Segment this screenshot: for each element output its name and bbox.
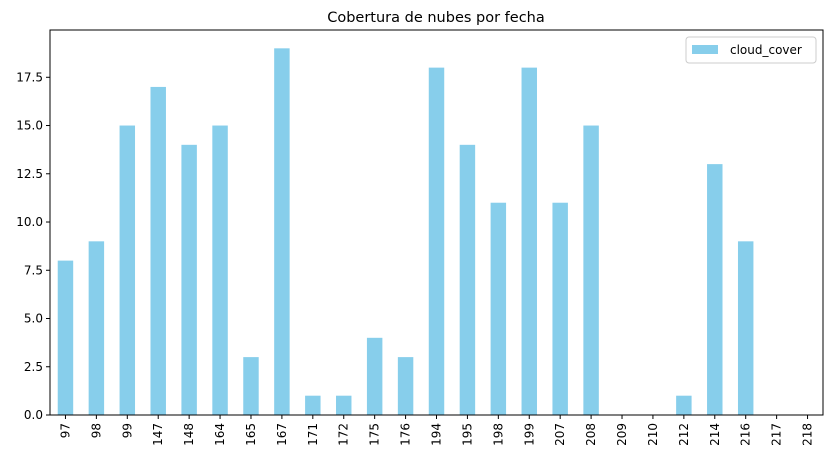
- x-tick-label: 171: [306, 423, 320, 446]
- bar-171: [305, 395, 321, 415]
- y-tick-label: 10.0: [16, 215, 43, 229]
- bar-199: [521, 67, 537, 415]
- x-tick-label: 214: [708, 423, 722, 446]
- bar-194: [428, 67, 445, 415]
- x-tick-label: 212: [677, 423, 691, 446]
- bar-97: [57, 260, 74, 415]
- bar-198: [490, 202, 507, 415]
- x-tick-label: 97: [58, 423, 72, 438]
- y-tick-label: 17.5: [16, 70, 43, 84]
- x-tick-label: 217: [770, 423, 784, 446]
- x-tick-label: 198: [491, 423, 505, 446]
- x-tick-label: 209: [615, 423, 629, 446]
- x-tick-label: 216: [739, 423, 753, 446]
- y-tick-label: 5.0: [24, 312, 43, 326]
- bar-176: [397, 357, 414, 415]
- x-tick-label: 99: [120, 423, 134, 438]
- bar-175: [366, 337, 383, 415]
- bar-99: [119, 125, 136, 415]
- x-tick-label: 147: [151, 423, 165, 446]
- bar-172: [336, 395, 352, 415]
- y-tick-label: 7.5: [24, 263, 43, 277]
- bar-147: [150, 86, 166, 416]
- x-tick-label: 172: [337, 423, 351, 446]
- y-tick-label: 0.0: [24, 408, 43, 422]
- bar-212: [676, 395, 692, 415]
- x-tick-label: 194: [430, 423, 444, 446]
- x-tick-label: 199: [522, 423, 536, 446]
- x-tick-label: 207: [553, 423, 567, 446]
- x-tick-label: 176: [399, 423, 413, 446]
- x-tick-label: 167: [275, 423, 289, 446]
- bars-group: [57, 48, 754, 416]
- x-tick-label: 148: [182, 423, 196, 446]
- bar-167: [274, 48, 290, 415]
- bar-216: [737, 241, 754, 415]
- y-tick-label: 12.5: [16, 167, 43, 181]
- bar-148: [181, 144, 197, 415]
- x-tick-label: 98: [89, 423, 103, 438]
- x-tick-label: 164: [213, 423, 227, 446]
- chart-title: Cobertura de nubes por fecha: [327, 10, 545, 26]
- y-tick-label: 2.5: [24, 360, 43, 374]
- plot-frame: [49, 29, 824, 416]
- bar-165: [243, 357, 259, 415]
- x-axis: 97 98 99 147 148 164 165 167 171 172 175 176 194 195 1…: [58, 415, 815, 446]
- x-tick-label: 175: [368, 423, 382, 446]
- x-tick-label: 165: [244, 423, 258, 446]
- bar-98: [88, 241, 105, 415]
- legend-label: cloud_cover: [730, 43, 802, 57]
- legend: cloud_cover: [685, 36, 817, 64]
- x-tick-label: 208: [584, 423, 598, 446]
- bar-164: [212, 125, 228, 415]
- bar-208: [583, 125, 599, 415]
- y-tick-label: 15.0: [16, 119, 43, 133]
- x-tick-label: 218: [801, 423, 815, 446]
- legend-swatch: [692, 45, 718, 54]
- legend-box: [685, 36, 817, 64]
- bar-195: [459, 144, 476, 415]
- x-tick-label: 195: [460, 423, 474, 446]
- x-tick-label: 210: [646, 423, 660, 446]
- y-axis: 0.0 2.5 5.0 7.5 10.0 12.5 15.0 17.5: [16, 70, 50, 422]
- bar-207: [552, 202, 568, 415]
- bar-214: [707, 164, 723, 415]
